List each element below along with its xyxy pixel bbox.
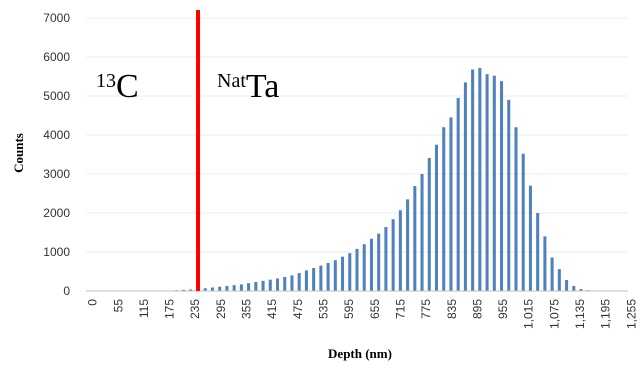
bar: [471, 69, 475, 291]
x-tick-labels: 0 55 115 175 235 295 355 415 475 535 595 655 715 775 8…: [86, 299, 639, 329]
bar: [304, 270, 308, 291]
y-tick-label: 0: [63, 284, 70, 298]
y-axis-title: Counts: [11, 133, 26, 173]
y-tick-label: 7000: [43, 11, 70, 25]
x-tick-label: 235: [188, 299, 202, 319]
tantalum-layer-label-main: Ta: [246, 68, 280, 105]
bar: [557, 269, 561, 291]
bar: [572, 285, 576, 291]
bar: [449, 117, 453, 291]
bar: [413, 186, 417, 291]
bar: [543, 236, 547, 291]
x-tick-label: 715: [394, 299, 408, 319]
y-tick-label: 3000: [43, 167, 70, 181]
bar: [420, 174, 424, 291]
bar: [398, 210, 402, 291]
carbon-layer-label-main: C: [116, 68, 139, 105]
bar-series: [88, 67, 626, 292]
x-tick-label: 895: [470, 299, 484, 319]
bar: [406, 199, 410, 291]
bar: [203, 288, 207, 291]
x-tick-label: 295: [214, 299, 228, 319]
carbon-layer-label: 13C: [96, 68, 139, 105]
tantalum-layer-label-sup: Nat: [217, 70, 246, 92]
bar: [254, 282, 258, 291]
gridlines: [86, 17, 628, 253]
tantalum-layer-label: NatTa: [217, 68, 279, 105]
x-tick-label: 835: [445, 299, 459, 319]
bar: [275, 278, 280, 291]
bar: [500, 81, 504, 292]
x-tick-label: 175: [163, 299, 177, 319]
bar: [456, 97, 460, 291]
x-axis-title: Depth (nm): [328, 346, 392, 361]
bar: [239, 284, 243, 291]
bar: [485, 74, 489, 291]
carbon-layer-label-sup: 13: [96, 70, 116, 92]
bar: [218, 286, 222, 291]
bar: [290, 275, 294, 291]
bar: [210, 287, 214, 291]
x-tick-label: 1,255: [624, 299, 638, 329]
bar: [312, 267, 316, 291]
x-tick-label: 415: [265, 299, 279, 319]
x-tick-label: 1,195: [599, 299, 613, 329]
x-tick-label: 955: [496, 299, 510, 319]
bar: [362, 244, 366, 291]
bar: [528, 185, 532, 291]
bar: [384, 227, 388, 291]
bar: [189, 289, 193, 291]
x-tick-label: 535: [317, 299, 331, 319]
bar: [297, 273, 301, 291]
bar: [391, 219, 395, 291]
bar: [283, 276, 287, 291]
bar: [565, 280, 569, 291]
y-tick-labels: 0 1000 2000 3000 4000 5000 6000 7000: [43, 11, 70, 298]
x-tick-label: 0: [86, 299, 100, 306]
bar: [536, 213, 540, 291]
bar: [182, 289, 186, 291]
x-tick-label: 55: [111, 299, 125, 313]
bar: [507, 99, 511, 292]
x-tick-label: 1,015: [522, 299, 536, 329]
x-tick-label: 1,075: [547, 299, 561, 329]
bar: [326, 262, 330, 291]
bar: [463, 82, 467, 291]
bar: [478, 67, 482, 291]
bar: [232, 285, 236, 291]
bar: [442, 127, 446, 291]
bar: [369, 238, 373, 291]
bar: [341, 256, 345, 291]
x-tick-label: 355: [240, 299, 254, 319]
bar: [225, 285, 229, 291]
bar: [348, 253, 352, 291]
bar: [333, 260, 337, 291]
x-tick-label: 595: [342, 299, 356, 319]
y-tick-label: 2000: [43, 206, 70, 220]
x-tick-label: 655: [368, 299, 382, 319]
x-tick-label: 1,135: [573, 299, 587, 329]
bar: [427, 158, 431, 291]
bar: [261, 280, 265, 291]
bar: [268, 279, 272, 291]
x-tick-label: 475: [291, 299, 305, 319]
bar: [247, 283, 251, 291]
y-tick-label: 6000: [43, 50, 70, 64]
bar: [521, 153, 525, 291]
bar: [355, 248, 359, 291]
bar: [319, 265, 323, 291]
bar: [550, 257, 554, 291]
y-tick-label: 5000: [43, 89, 70, 103]
bar: [579, 289, 583, 291]
y-tick-label: 1000: [43, 245, 70, 259]
bar: [377, 233, 381, 291]
x-tick-label: 775: [419, 299, 433, 319]
bar: [492, 75, 496, 291]
x-tick-label: 115: [137, 299, 151, 318]
bar: [434, 144, 439, 291]
y-tick-label: 4000: [43, 128, 70, 142]
bar: [514, 127, 518, 291]
